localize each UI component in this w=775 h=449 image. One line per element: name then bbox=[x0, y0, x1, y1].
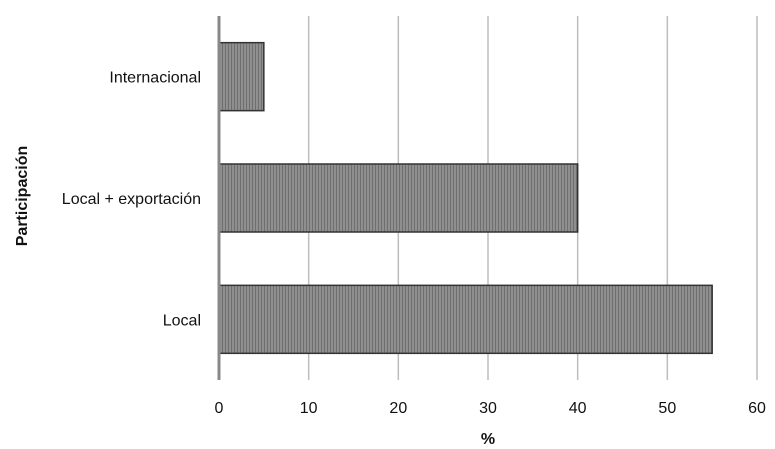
x-tick-label: 50 bbox=[658, 400, 676, 417]
bar bbox=[218, 284, 713, 355]
y-tick-label: Internacional bbox=[109, 70, 201, 87]
bars bbox=[218, 41, 713, 355]
x-axis-title: % bbox=[481, 431, 495, 448]
x-tick-label: 40 bbox=[569, 400, 587, 417]
y-axis-title: Participación bbox=[14, 146, 31, 246]
x-tick-label: 10 bbox=[300, 400, 318, 417]
bar bbox=[218, 163, 579, 233]
x-tick-label: 20 bbox=[389, 400, 407, 417]
y-tick-label: Local bbox=[163, 312, 201, 329]
x-tick-label: 0 bbox=[215, 400, 224, 417]
y-tick-label: Local + exportación bbox=[62, 191, 201, 208]
x-tick-label: 30 bbox=[479, 400, 497, 417]
tick-labels: 0 10 20 30 40 50 60 Internacional Local + export… bbox=[62, 70, 766, 417]
x-tick-label: 60 bbox=[748, 400, 766, 417]
bar bbox=[218, 41, 265, 112]
